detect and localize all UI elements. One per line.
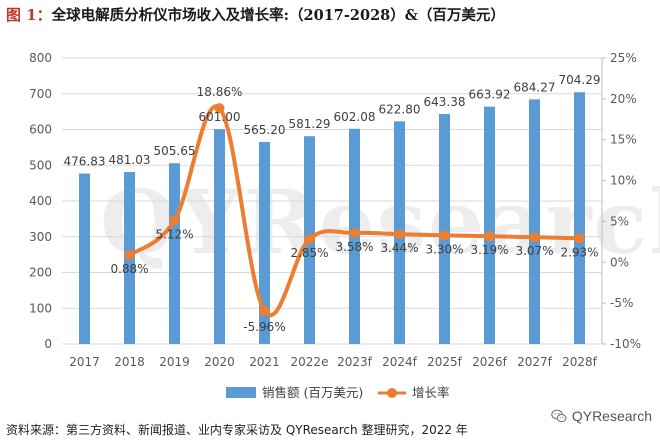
- growth-rate-marker: [349, 228, 360, 239]
- legend: 销售额 (百万美元) 增长率: [226, 385, 450, 400]
- y-left-tick-label: 200: [29, 266, 52, 280]
- bar-value-label: 565.20: [244, 123, 286, 137]
- legend-bar-label: 销售额 (百万美元): [262, 385, 363, 400]
- growth-rate-label: 3.30%: [425, 242, 463, 256]
- y-right-tick-label: 10%: [610, 174, 637, 188]
- x-tick-label: 2017: [69, 355, 100, 369]
- x-tick-label: 2022e: [291, 355, 329, 369]
- bar-value-label: 704.29: [559, 73, 601, 87]
- legend-line-marker: [387, 388, 397, 398]
- y-left-tick-label: 600: [29, 123, 52, 137]
- bar: [529, 99, 540, 344]
- y-right-tick-label: -10%: [610, 337, 641, 351]
- bar: [574, 92, 585, 344]
- x-tick-label: 2024f: [382, 355, 418, 369]
- y-left-tick-label: 0: [44, 337, 52, 351]
- y-left-tick-label: 100: [29, 301, 52, 315]
- y-right-tick-label: 0%: [610, 255, 629, 269]
- bar: [484, 106, 495, 345]
- y-left-tick-label: 800: [29, 51, 52, 65]
- y-right-tick-label: 25%: [610, 51, 637, 65]
- gridlines: [62, 57, 602, 345]
- x-tick-label: 2026f: [472, 355, 508, 369]
- growth-rate-marker: [574, 233, 585, 244]
- growth-rate-label: 3.19%: [470, 243, 508, 257]
- y-right-tick-label: -5%: [610, 296, 633, 310]
- growth-rate-label: -5.96%: [243, 320, 285, 334]
- growth-rate-label: 2.93%: [560, 245, 598, 259]
- x-tick-label: 2023f: [337, 355, 373, 369]
- growth-rate-marker: [394, 229, 405, 240]
- line-series: [124, 103, 585, 317]
- growth-rate-marker: [124, 250, 135, 261]
- bar-value-label: 622.80: [379, 102, 421, 116]
- bar-value-label: 505.65: [154, 144, 196, 158]
- growth-rate-marker: [529, 232, 540, 243]
- growth-rate-label: 3.44%: [380, 241, 418, 255]
- brand-mark: QYResearch: [551, 408, 652, 424]
- bar-value-label: 481.03: [109, 153, 151, 167]
- growth-rate-marker: [304, 233, 315, 244]
- y-left-tick-label: 700: [29, 87, 52, 101]
- bar: [169, 163, 180, 344]
- bar-value-label: 684.27: [514, 80, 556, 94]
- legend-line-label: 增长率: [412, 385, 450, 400]
- x-tick-label: 2025f: [427, 355, 463, 369]
- bar-value-label: 476.83: [64, 155, 106, 169]
- bar-value-label: 602.08: [334, 110, 376, 124]
- y-left-tick-label: 500: [29, 158, 52, 172]
- bar: [79, 173, 90, 344]
- growth-rate-label: 18.86%: [197, 85, 243, 99]
- bar: [439, 113, 450, 344]
- growth-rate-label: 0.88%: [110, 262, 148, 276]
- x-tick-label: 2028f: [562, 355, 598, 369]
- growth-rate-marker: [439, 230, 450, 241]
- x-tick-label: 2019: [159, 355, 190, 369]
- growth-rate-marker: [484, 231, 495, 242]
- y-right-tick-label: 15%: [610, 133, 637, 147]
- legend-bar-swatch: [226, 387, 256, 398]
- y-right-tick-label: 5%: [610, 214, 629, 228]
- growth-rate-marker: [259, 305, 270, 316]
- figure-label: 图 1：: [6, 6, 52, 24]
- bar-value-label: 601.00: [199, 110, 241, 124]
- bar: [259, 141, 270, 344]
- source-note: 资料来源：第三方资料、新闻报道、业内专家采访及 QYResearch 整理研究，…: [6, 423, 468, 437]
- growth-rate-label: 3.58%: [335, 240, 373, 254]
- growth-rate-label: 3.07%: [515, 244, 553, 258]
- growth-rate-marker: [214, 103, 225, 114]
- growth-rate-label: 5.12%: [155, 227, 193, 241]
- chart-title: 图 1：全球电解质分析仪市场收入及增长率:（2017-2028）&（百万美元）: [6, 4, 656, 30]
- watermark: QYResearch: [100, 170, 660, 274]
- bar: [214, 129, 225, 344]
- x-tick-label: 2021: [249, 355, 280, 369]
- y-left-tick-label: 300: [29, 230, 52, 244]
- wechat-logo-icon: [551, 409, 567, 423]
- bar-value-label: 581.29: [289, 117, 331, 131]
- growth-rate-marker: [169, 215, 180, 226]
- x-tick-label: 2027f: [517, 355, 553, 369]
- brand-name: QYResearch: [571, 408, 652, 424]
- y-left-tick-label: 400: [29, 194, 52, 208]
- y-right-tick-label: 20%: [610, 92, 637, 106]
- axes: 0 100 200 300 400 500 600 700 800 -10% -5% 0% 5% 10% 1…: [29, 51, 641, 369]
- bar-value-label: 663.92: [469, 88, 511, 102]
- x-tick-label: 2020: [204, 355, 235, 369]
- bar-value-label: 643.38: [424, 95, 466, 109]
- growth-rate-label: 2.85%: [290, 246, 328, 260]
- title-text: 全球电解质分析仪市场收入及增长率:（2017-2028）&（百万美元）: [51, 7, 505, 24]
- line-value-labels: 0.88% 5.12% 18.86% -5.96% 2.85% 3.58% 3.44% 3.3…: [110, 85, 598, 334]
- x-tick-label: 2018: [114, 355, 145, 369]
